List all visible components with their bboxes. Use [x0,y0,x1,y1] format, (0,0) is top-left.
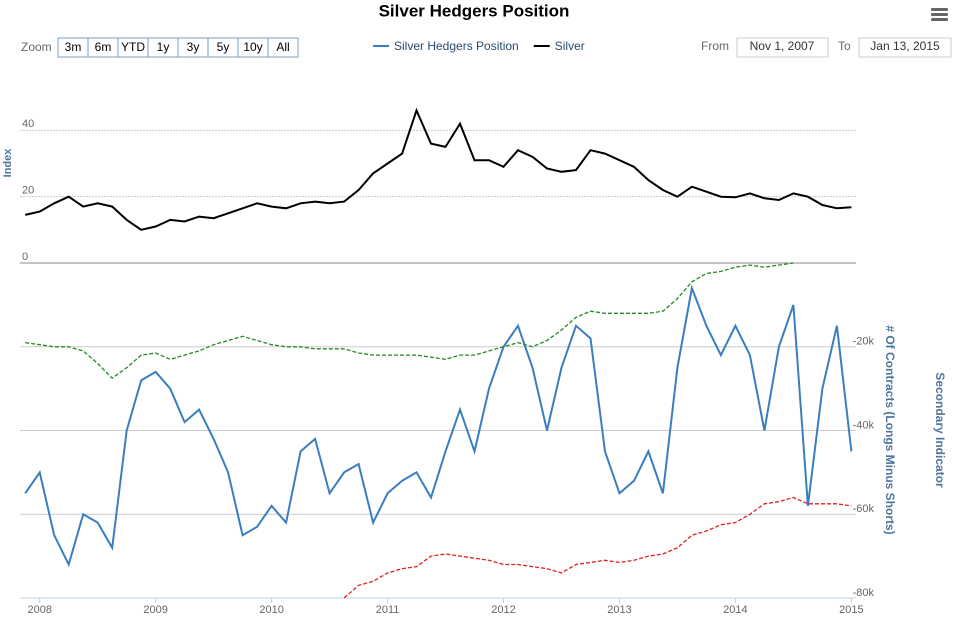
band-line [25,262,794,380]
from-label: From [701,39,729,53]
series-line [24,284,853,568]
legend-label[interactable]: Silver [555,39,585,53]
zoom-buttons: 3m 6m YTD 1y 3y 5y 10y All [57,37,299,58]
zoom-label: Zoom [21,40,52,54]
legend-label[interactable]: Silver Hedgers Position [394,39,519,53]
y2-tick-label: -20k [853,336,875,348]
to-value[interactable]: Jan 13, 2015 [870,39,940,53]
zoom-button-label[interactable]: All [276,40,289,54]
x-tick-label: 2015 [839,604,863,616]
zoom-button-label[interactable]: YTD [121,40,145,54]
x-tick-label: 2014 [723,604,747,616]
zoom-button-label[interactable]: 3m [65,40,82,54]
to-label: To [838,39,851,53]
series-line [24,107,852,231]
x-tick-label: 2008 [27,604,51,616]
x-tick-label: 2012 [491,604,515,616]
y2-tick-label: -40k [853,419,875,431]
x-tick-label: 2009 [143,604,167,616]
from-value[interactable]: Nov 1, 2007 [750,39,815,53]
y2-tick-label: -60k [853,503,875,515]
x-tick-label: 2011 [376,604,400,616]
x-tick-label: 2013 [607,604,631,616]
menu-bar [931,18,948,21]
band-line [343,496,852,599]
secondary-title: Secondary Indicator [933,372,947,488]
zoom-button-label[interactable]: 3y [187,40,200,54]
legend: Silver Hedgers Position Silver [373,39,585,53]
chart-title: Silver Hedgers Position [379,1,570,20]
menu-bar [931,13,948,16]
zoom-button-label[interactable]: 1y [157,40,170,54]
zoom-button[interactable] [267,37,299,58]
zoom-button-label[interactable]: 6m [95,40,112,54]
menu-bar [931,8,948,11]
to-input[interactable] [858,37,952,58]
y-axis-title: Index [2,148,14,178]
y2-axis-title: # Of Contracts (Longs Minus Shorts) [883,325,897,534]
from-input[interactable] [736,37,829,58]
menu-icon[interactable] [931,8,948,21]
zoom-button-label[interactable]: 10y [243,40,262,54]
y2-tick-label: -80k [853,587,875,599]
x-tick-label: 2010 [259,604,283,616]
zoom-button-label[interactable]: 5y [217,40,230,54]
y-tick-label: 20 [22,185,34,197]
y-tick-label: 0 [22,251,28,263]
y-tick-label: 40 [22,118,34,130]
